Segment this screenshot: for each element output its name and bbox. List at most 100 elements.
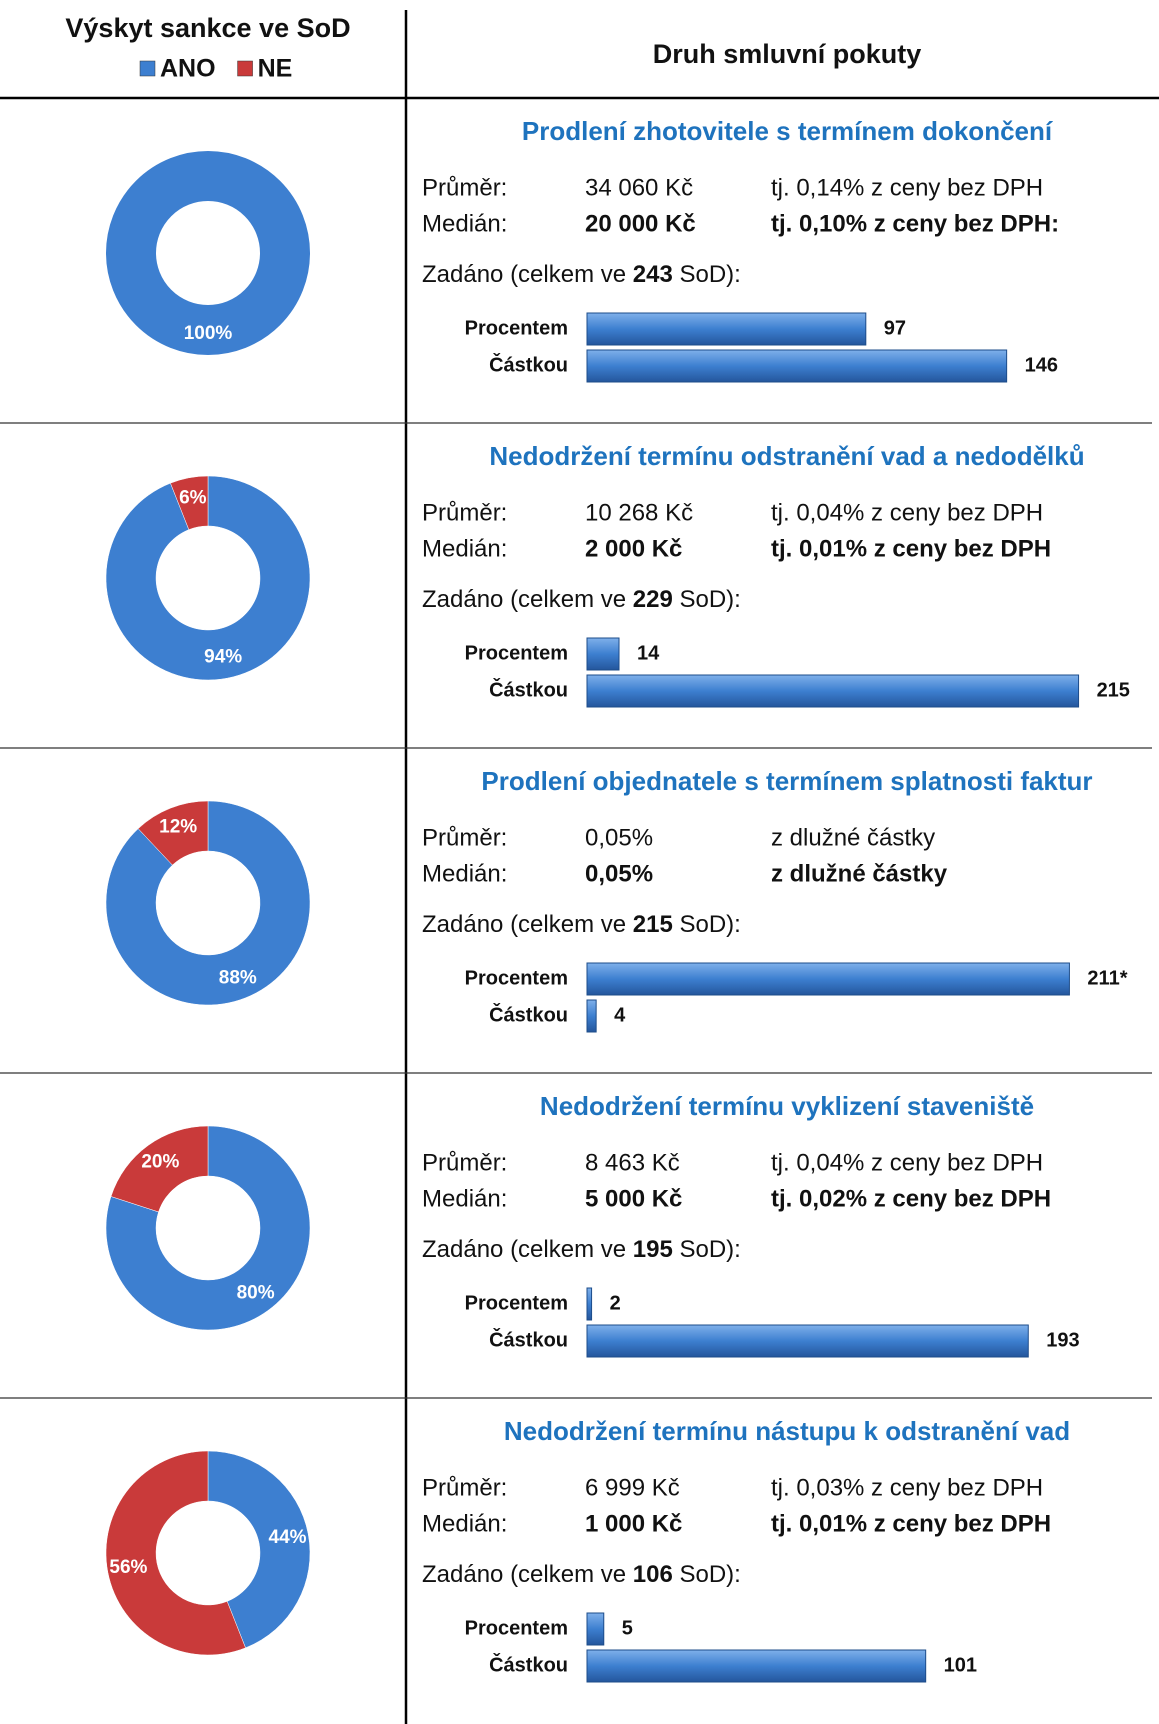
average-label: Průměr: [422, 174, 507, 201]
average-note: tj. 0,04% z ceny bez DPH [771, 499, 1043, 526]
legend-swatch [139, 60, 156, 77]
section-title: Nedodržení termínu odstranění vad a nedo… [489, 441, 1084, 471]
total-suffix: SoD): [679, 911, 740, 938]
average-value: 8 463 Kč [585, 1149, 680, 1176]
average-note: z dlužné částky [771, 824, 935, 851]
donut-slice [105, 475, 311, 681]
median-note: tj. 0,01% z ceny bez DPH [771, 1510, 1051, 1537]
bar-value: 215 [1097, 679, 1130, 701]
donut-label: 20% [141, 1151, 179, 1172]
bar-value: 2 [610, 1292, 621, 1314]
median-label: Medián: [422, 1185, 507, 1212]
total-line: Zadáno (celkem ve 229 SoD): [422, 586, 741, 613]
median-value: 2 000 Kč [585, 535, 682, 562]
bar [586, 962, 1070, 996]
legend-label: ANO [160, 55, 216, 83]
bar-value: 14 [637, 642, 660, 664]
legend-label: NE [258, 55, 293, 83]
median-note: z dlužné částky [771, 860, 948, 887]
bar [586, 1649, 927, 1683]
total-count: 106 [633, 1561, 673, 1588]
bar [586, 674, 1080, 708]
donut-slice [105, 1125, 311, 1331]
total-line: Zadáno (celkem ve 243 SoD): [422, 261, 741, 288]
average-label: Průměr: [422, 824, 507, 851]
bar-value: 193 [1046, 1329, 1079, 1351]
bar-category: Procentem [465, 642, 568, 664]
bar-value: 4 [614, 1004, 626, 1026]
median-label: Medián: [422, 1510, 507, 1537]
total-suffix: SoD): [679, 1236, 740, 1263]
total-line: Zadáno (celkem ve 195 SoD): [422, 1236, 741, 1263]
bar-category: Částkou [489, 677, 568, 701]
total-suffix: SoD): [679, 586, 740, 613]
section-title: Nedodržení termínu vyklizení staveniště [540, 1091, 1034, 1121]
donut-slice [207, 1450, 311, 1649]
donut-slice [137, 800, 209, 866]
total-prefix: Zadáno (celkem ve [422, 911, 626, 938]
bar [586, 1287, 593, 1321]
average-label: Průměr: [422, 499, 507, 526]
bar [586, 312, 867, 346]
bar-value: 211* [1087, 967, 1127, 989]
bar [586, 1324, 1029, 1358]
bar-value: 5 [622, 1617, 633, 1639]
section-title: Prodlení objednatele s termínem splatnos… [481, 766, 1092, 796]
total-count: 215 [633, 911, 673, 938]
total-line: Zadáno (celkem ve 106 SoD): [422, 1561, 741, 1588]
bar-value: 146 [1025, 354, 1058, 376]
total-suffix: SoD): [679, 1561, 740, 1588]
total-line: Zadáno (celkem ve 215 SoD): [422, 911, 741, 938]
median-label: Medián: [422, 210, 507, 237]
donut-label: 12% [159, 817, 197, 838]
donut-slice [110, 1125, 209, 1213]
average-note: tj. 0,03% z ceny bez DPH [771, 1474, 1043, 1501]
average-note: tj. 0,14% z ceny bez DPH [771, 174, 1043, 201]
total-count: 243 [633, 261, 673, 288]
legend-swatch [237, 60, 253, 77]
bar [586, 349, 1008, 383]
section-title: Nedodržení termínu nástupu k odstranění … [504, 1416, 1070, 1446]
average-label: Průměr: [422, 1474, 507, 1501]
bar [586, 999, 597, 1033]
median-value: 1 000 Kč [585, 1510, 682, 1537]
bar-category: Procentem [465, 317, 568, 339]
median-note: tj. 0,02% z ceny bez DPH [771, 1185, 1051, 1212]
median-label: Medián: [422, 535, 507, 562]
donut-slice [105, 1450, 246, 1656]
median-note: tj. 0,10% z ceny bez DPH: [771, 210, 1059, 237]
total-prefix: Zadáno (celkem ve [422, 261, 626, 288]
total-count: 229 [633, 586, 673, 613]
bar-value: 101 [944, 1654, 977, 1676]
bar-category: Procentem [465, 967, 568, 989]
average-value: 0,05% [585, 824, 653, 851]
donut-slice [106, 151, 310, 355]
median-value: 20 000 Kč [585, 210, 696, 237]
donut-slice [170, 475, 209, 530]
total-count: 195 [633, 1236, 673, 1263]
right-header: Druh smluvní pokuty [653, 39, 922, 69]
median-note: tj. 0,01% z ceny bez DPH [771, 535, 1051, 562]
total-prefix: Zadáno (celkem ve [422, 586, 626, 613]
section-title: Prodlení zhotovitele s termínem dokončen… [522, 116, 1053, 146]
donut-label: 44% [269, 1527, 307, 1548]
left-header: Výskyt sankce ve SoD [65, 13, 350, 43]
donut-label: 94% [204, 647, 242, 668]
bar-category: Částkou [489, 352, 568, 376]
average-label: Průměr: [422, 1149, 507, 1176]
donut-label: 80% [237, 1283, 275, 1304]
bar-category: Procentem [465, 1617, 568, 1639]
total-suffix: SoD): [679, 261, 740, 288]
bar [586, 1612, 605, 1646]
donut-label: 100% [184, 323, 233, 344]
average-note: tj. 0,04% z ceny bez DPH [771, 1149, 1043, 1176]
total-prefix: Zadáno (celkem ve [422, 1236, 626, 1263]
median-value: 5 000 Kč [585, 1185, 682, 1212]
average-value: 10 268 Kč [585, 499, 693, 526]
average-value: 34 060 Kč [585, 174, 693, 201]
donut-label: 88% [219, 967, 257, 988]
bar-category: Částkou [489, 1002, 568, 1026]
bar [586, 637, 620, 671]
bar-value: 97 [884, 317, 906, 339]
